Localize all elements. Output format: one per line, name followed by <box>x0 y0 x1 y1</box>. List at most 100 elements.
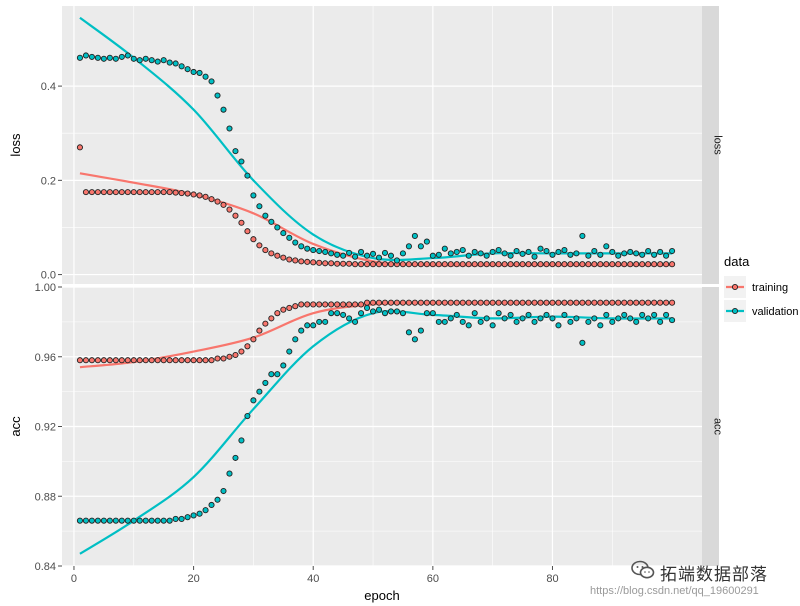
x-tick-label: 0 <box>71 573 77 585</box>
validation-point <box>495 247 502 254</box>
validation-point <box>609 248 616 256</box>
validation-point <box>615 315 622 322</box>
training-point <box>286 256 293 263</box>
validation-point <box>501 250 508 257</box>
training-point <box>256 242 263 249</box>
training-point <box>196 192 203 199</box>
training-point <box>633 299 640 306</box>
training-point <box>477 299 484 306</box>
validation-point <box>220 487 227 495</box>
watermark-brand: 拓端数据部落 <box>660 565 768 585</box>
validation-point <box>489 248 496 256</box>
validation-point <box>88 517 95 524</box>
training-point <box>94 357 101 364</box>
validation-point <box>142 517 149 524</box>
training-point <box>268 250 275 257</box>
validation-point <box>334 310 341 317</box>
training-point <box>471 261 478 268</box>
training-point <box>651 299 658 306</box>
validation-point <box>322 318 329 325</box>
training-point <box>369 261 377 268</box>
training-point <box>286 304 293 311</box>
facet-strip <box>702 6 719 284</box>
training-point <box>94 189 101 196</box>
validation-point <box>573 250 580 257</box>
training-point <box>495 299 502 306</box>
validation-point <box>669 317 676 324</box>
validation-point <box>130 517 137 524</box>
training-point <box>76 357 83 364</box>
training-point <box>585 261 592 268</box>
facet-strip-label: loss <box>712 135 724 155</box>
validation-point <box>411 336 418 343</box>
panel-background <box>62 6 702 284</box>
training-point <box>453 261 460 268</box>
validation-point <box>411 232 418 239</box>
validation-point <box>477 318 484 325</box>
validation-point <box>136 517 143 524</box>
legend-key-point <box>731 283 739 291</box>
validation-point <box>639 251 646 258</box>
training-point <box>663 299 670 306</box>
training-point <box>489 261 496 268</box>
validation-point <box>292 239 299 246</box>
validation-point <box>549 315 556 322</box>
training-point <box>573 261 580 268</box>
training-point <box>154 189 161 196</box>
validation-point <box>100 55 107 62</box>
training-point <box>447 261 454 268</box>
training-point <box>531 261 538 268</box>
training-point <box>346 301 353 308</box>
validation-point <box>543 247 550 255</box>
validation-point <box>358 310 365 317</box>
training-point <box>375 299 383 306</box>
training-point <box>280 254 287 261</box>
training-point <box>657 261 664 268</box>
training-point <box>435 299 442 306</box>
legend-key-point <box>731 307 739 315</box>
validation-point <box>316 318 323 325</box>
panel-loss: loss 0.0 0.2 0.4 loss <box>8 6 724 284</box>
training-point <box>429 261 436 268</box>
training-point <box>435 261 442 268</box>
validation-point <box>519 250 526 257</box>
training-point <box>334 301 341 308</box>
training-point <box>292 303 299 310</box>
validation-point <box>465 252 472 259</box>
training-point <box>621 299 628 306</box>
panels-layer: loss 0.0 0.2 0.4 loss acc 0.84 0.88 0.92 0.96 1.00… <box>8 6 724 585</box>
validation-point <box>352 318 359 325</box>
validation-point <box>573 315 580 322</box>
training-point <box>657 299 664 306</box>
validation-point <box>579 232 586 239</box>
training-point <box>334 260 341 267</box>
validation-point <box>579 339 586 346</box>
training-point <box>202 357 209 364</box>
training-point <box>645 261 652 268</box>
validation-point <box>190 68 197 76</box>
training-point <box>238 219 245 226</box>
validation-point <box>423 238 430 245</box>
validation-point <box>393 257 401 264</box>
training-point <box>381 261 389 268</box>
y-tick-label: 0.84 <box>35 561 56 573</box>
validation-point <box>453 248 460 256</box>
training-point <box>465 299 472 306</box>
validation-point <box>292 336 299 343</box>
training-point <box>543 261 550 268</box>
validation-point <box>507 311 514 318</box>
validation-point <box>328 250 335 257</box>
training-point <box>621 261 628 268</box>
validation-point <box>375 254 383 261</box>
training-point <box>274 310 281 317</box>
x-tick-label: 40 <box>307 573 319 585</box>
training-point <box>633 261 640 268</box>
validation-point <box>591 315 598 322</box>
training-point <box>417 299 424 306</box>
training-point <box>501 299 508 306</box>
validation-point <box>489 322 496 329</box>
validation-point <box>208 78 215 85</box>
training-point <box>166 357 173 364</box>
validation-point <box>94 54 101 61</box>
legend-label: validation <box>752 306 798 318</box>
